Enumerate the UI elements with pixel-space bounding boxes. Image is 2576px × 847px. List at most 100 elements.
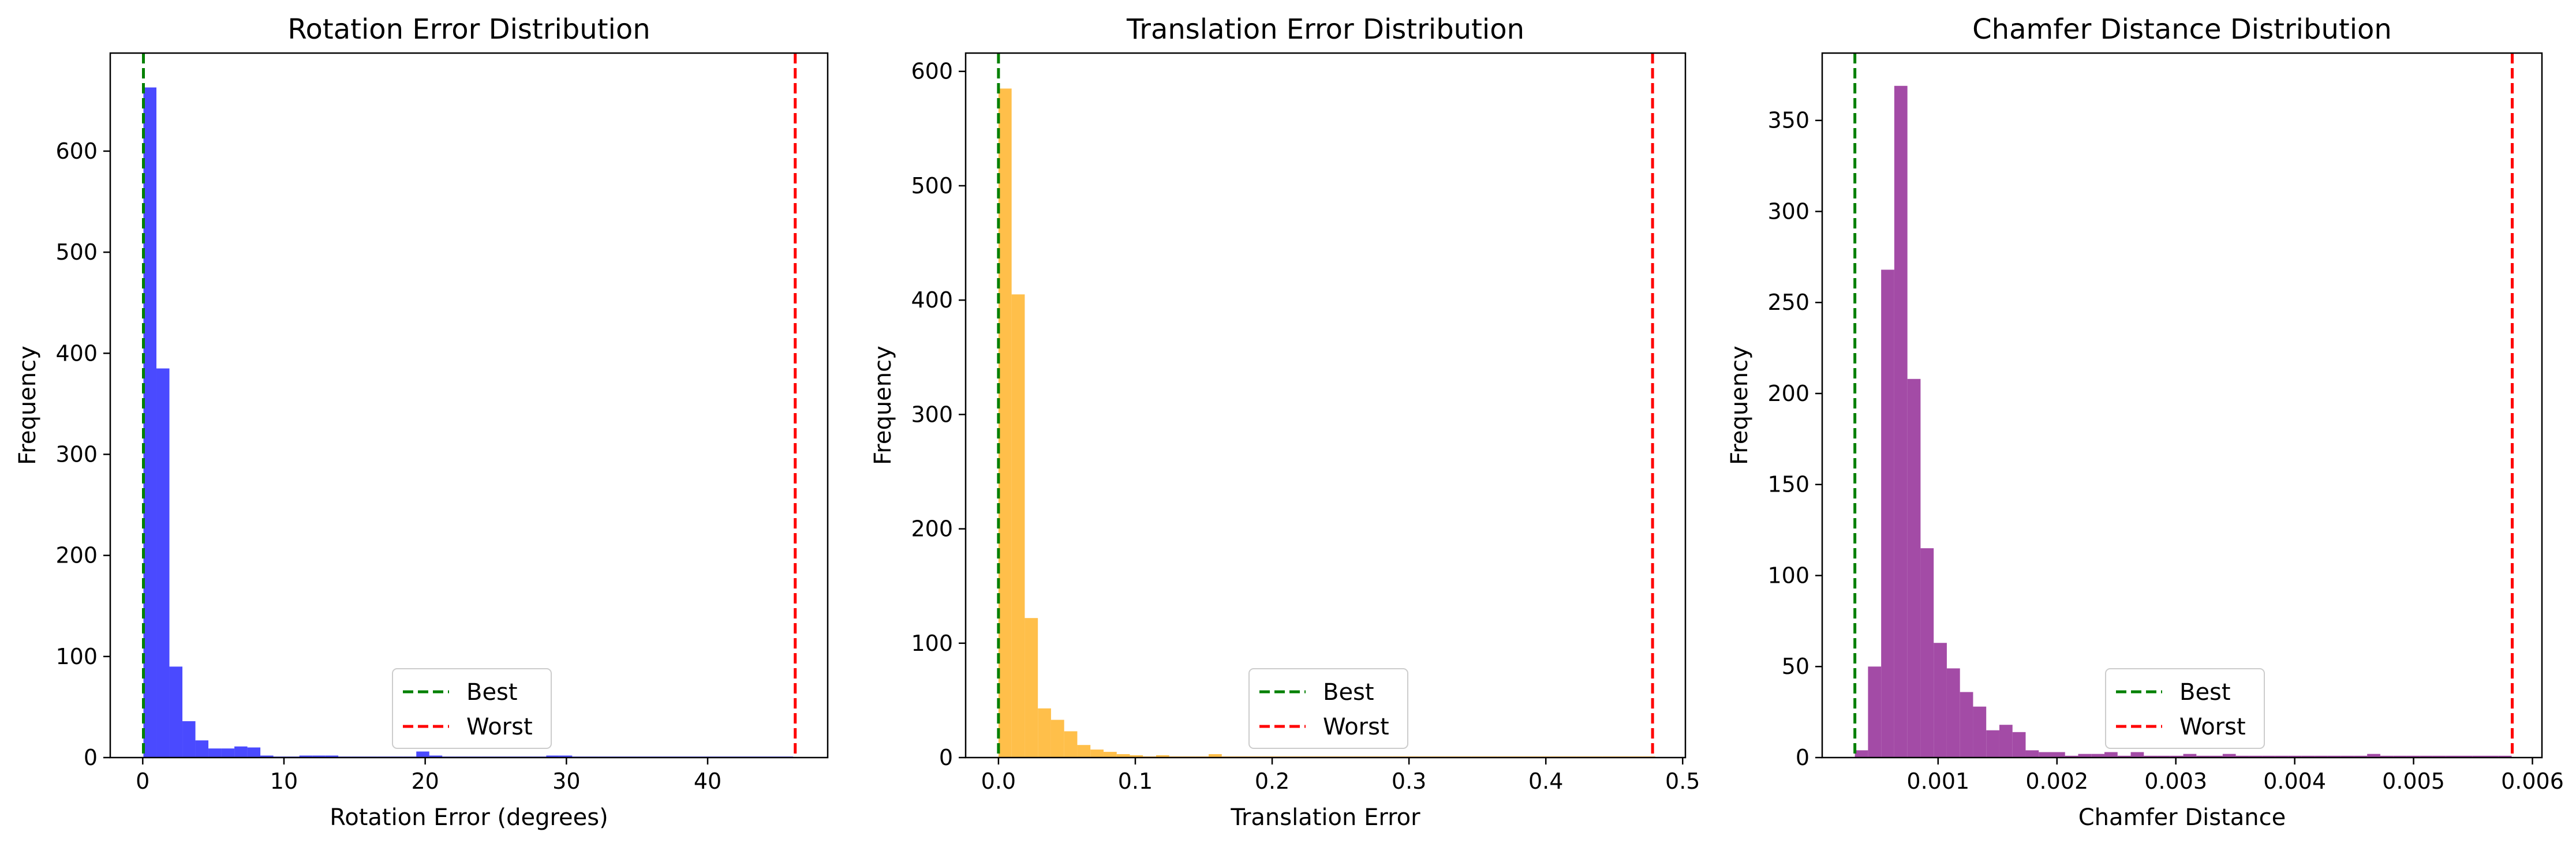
histogram-bar [998,88,1012,758]
histogram-bar [1130,755,1143,758]
histogram-bar [559,755,573,758]
histogram-bar [1011,294,1025,758]
histogram-bar [2432,755,2446,758]
y-tick-label: 200 [55,543,98,568]
histogram-bar [2262,755,2275,758]
x-tick-label: 0.004 [2263,769,2326,794]
histogram-bar [2341,755,2354,758]
histogram-bar [1064,731,1078,758]
legend-box [2105,668,2265,749]
histogram-bar [1894,85,1908,758]
histogram-bar [2485,755,2499,758]
histogram-bar [1209,754,1222,758]
histogram-bar [1025,618,1038,758]
histogram-bar [143,87,157,758]
histogram-bar [1156,755,1169,758]
histogram-bar [2144,755,2158,758]
histogram-bar [2130,752,2144,758]
histogram-bar [2065,755,2078,758]
histogram-bar [2315,755,2328,758]
histogram-bar [169,666,183,758]
histogram-bar [2301,755,2315,758]
x-tick-label: 0.3 [1392,769,1426,794]
histogram-bar [2472,755,2485,758]
axes-frame [109,52,829,759]
x-tick-label: 0.002 [2025,769,2088,794]
histogram-bar [2327,755,2341,758]
axes-frame [964,52,1687,759]
x-tick-label: 0.5 [1665,769,1700,794]
chart-panel-2: 0.0 0.1 0.2 0.3 0.4 0.5 0 100 200 300 400 500 600 Tra… [870,13,1700,831]
histogram-bar [429,755,443,758]
histogram-bar [2183,754,2197,758]
y-tick-label: 100 [911,631,953,656]
chart-panel-3: 0.001 0.002 0.003 0.004 0.005 0.006 0 50 100 150 2… [1726,13,2564,831]
histogram-bar [1116,754,1130,758]
y-tick-label: 200 [911,516,953,542]
histogram-bar [1934,643,1947,758]
y-tick-label: 500 [911,173,953,198]
histogram-bar [2406,755,2420,758]
legend-label: Worst [1323,714,1389,740]
histogram-bar [1920,548,1934,758]
y-axis-label: Frequency [1726,346,1753,465]
histogram-bar [2459,755,2473,758]
x-axis-label: Chamfer Distance [2078,804,2286,831]
histogram-bar [156,368,170,758]
histogram-bar [208,748,222,758]
y-tick-label: 500 [55,239,98,265]
histogram-bar [325,755,339,758]
histogram-bars [1855,85,2512,758]
histogram-bar [195,740,209,758]
histogram-bar [2012,732,2026,758]
legend-box [1248,668,1408,749]
histogram-bar [2170,755,2184,758]
histogram-bar [1986,730,1999,758]
y-tick-label: 400 [911,287,953,313]
histogram-bar [2235,755,2249,758]
x-tick-label: 0.1 [1118,769,1153,794]
x-tick-label: 30 [552,769,580,794]
histogram-bar [1103,752,1117,758]
histogram-bar [1038,708,1051,758]
histogram-bar [1855,750,1868,758]
histogram-bar [2104,752,2118,758]
y-tick-label: 100 [1767,563,1809,588]
histogram-bar [2196,755,2210,758]
y-tick-label: 600 [911,59,953,84]
legend-label: Best [2179,679,2231,706]
histogram-bar [2091,754,2105,758]
legend: Best Worst [392,668,552,749]
histogram-bar [1999,725,2013,758]
histogram-bar [2025,750,2039,758]
histogram-bar [234,746,248,758]
histogram-bar [2209,755,2223,758]
legend: Best Worst [2105,668,2265,749]
y-axis-label: Frequency [870,346,896,465]
x-tick-label: 20 [411,769,439,794]
histogram-bar [1907,378,1921,758]
y-tick-label: 0 [939,745,953,770]
histogram-bar [2051,752,2065,758]
y-tick-label: 350 [1767,108,1809,133]
histogram-bars [143,87,794,758]
histogram-bar [2393,755,2407,758]
legend-label: Worst [466,714,533,740]
y-tick-label: 300 [55,441,98,467]
histogram-bar [1960,692,1973,758]
histogram-bar [2222,754,2236,758]
axes-frame [1821,52,2543,759]
y-tick-label: 600 [55,138,98,164]
x-tick-label: 0.0 [981,769,1016,794]
histogram-bar [1881,269,1894,758]
y-tick-label: 300 [911,402,953,427]
histogram-bar [416,751,429,758]
chart-title: Translation Error Distribution [1126,13,1524,46]
y-tick-label: 50 [1782,654,1809,679]
x-tick-label: 0 [136,769,149,794]
histogram-bar [2446,755,2459,758]
histogram-bar [221,748,235,758]
x-tick-label: 40 [694,769,721,794]
histogram-bar [2249,755,2263,758]
